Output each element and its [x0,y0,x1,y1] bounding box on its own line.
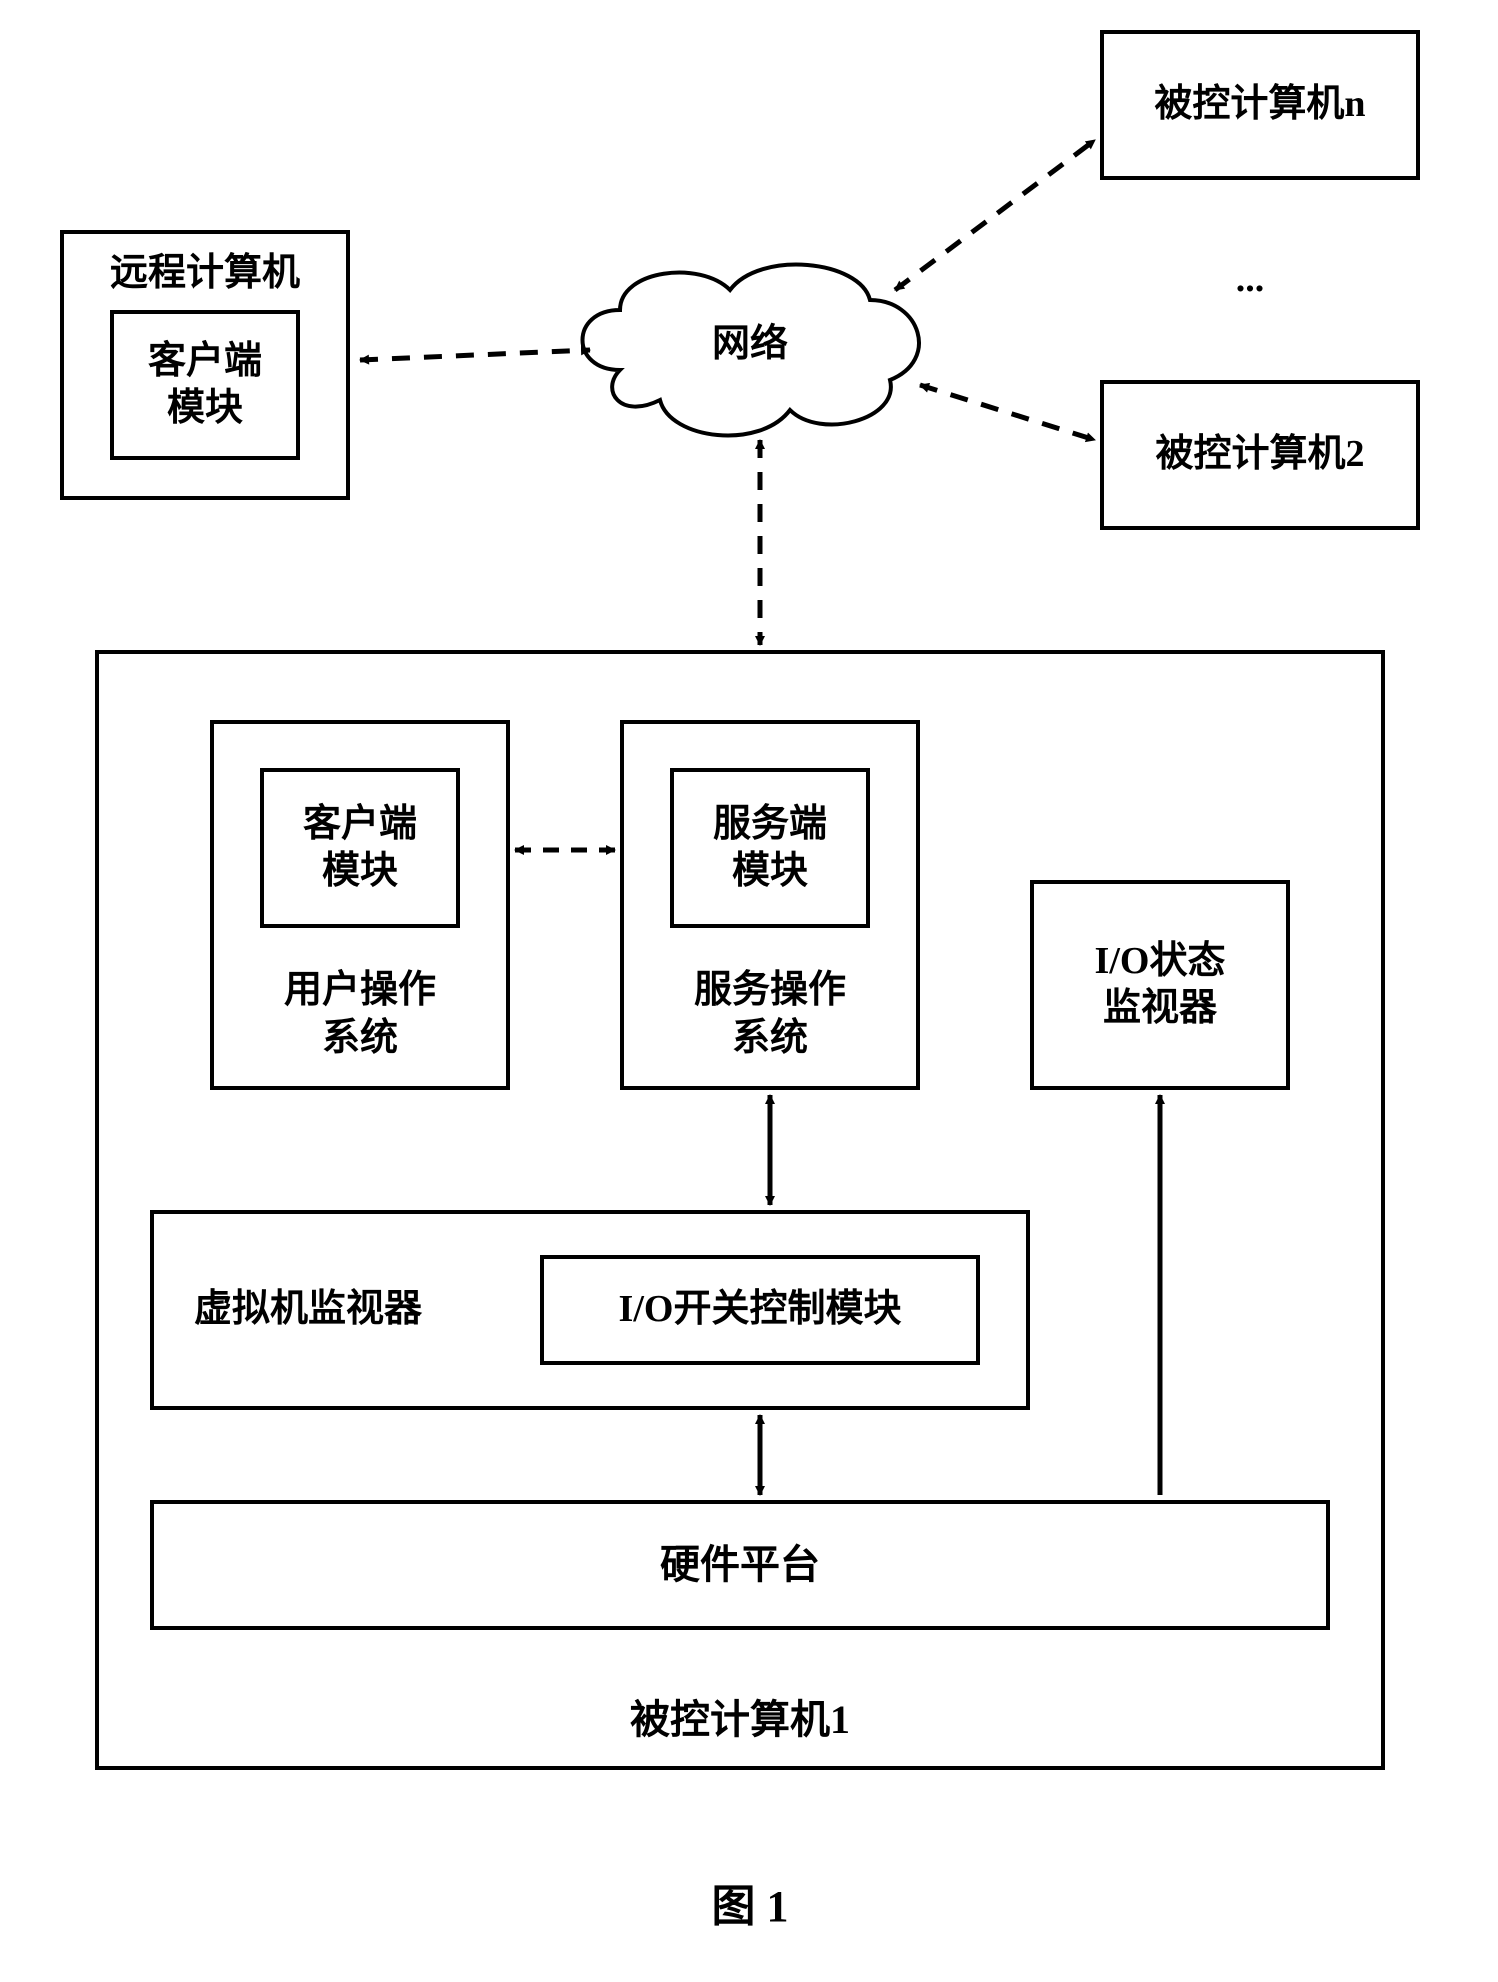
controlled-n-label: 被控计算机n [1154,81,1365,129]
ellipsis: ... [1200,250,1300,310]
io-switch-label: I/O开关控制模块 [619,1286,902,1334]
figure-label-text: 图 1 [712,1882,789,1931]
network-label-container: 网络 [680,320,820,370]
controlled-2-label: 被控计算机2 [1155,431,1364,479]
controlled-1-title-container: 被控计算机1 [560,1690,920,1750]
ellipsis-label: ... [1236,256,1265,304]
hw-platform-box: 硬件平台 [150,1500,1330,1630]
user-os-client-label: 客户端 模块 [303,801,417,896]
network-label: 网络 [712,321,788,369]
vm-monitor-title: 虚拟机监视器 [194,1286,422,1334]
io-monitor-box: I/O状态 监视器 [1030,880,1290,1090]
controlled-1-title: 被控计算机1 [630,1695,850,1745]
controlled-n-box: 被控计算机n [1100,30,1420,180]
remote-computer-title: 远程计算机 [110,250,300,298]
figure-label: 图 1 [630,1870,870,1934]
remote-client-module-box: 客户端 模块 [110,310,300,460]
service-os-server-label: 服务端 模块 [713,801,827,896]
service-os-title: 服务操作 系统 [694,967,846,1062]
user-os-title: 用户操作 系统 [284,967,436,1062]
remote-client-module-label: 客户端 模块 [148,338,262,433]
user-os-client-box: 客户端 模块 [260,768,460,928]
io-switch-box: I/O开关控制模块 [540,1255,980,1365]
controlled-2-box: 被控计算机2 [1100,380,1420,530]
hw-platform-label: 硬件平台 [660,1540,820,1590]
service-os-server-box: 服务端 模块 [670,768,870,928]
io-monitor-label: I/O状态 监视器 [1095,938,1226,1033]
